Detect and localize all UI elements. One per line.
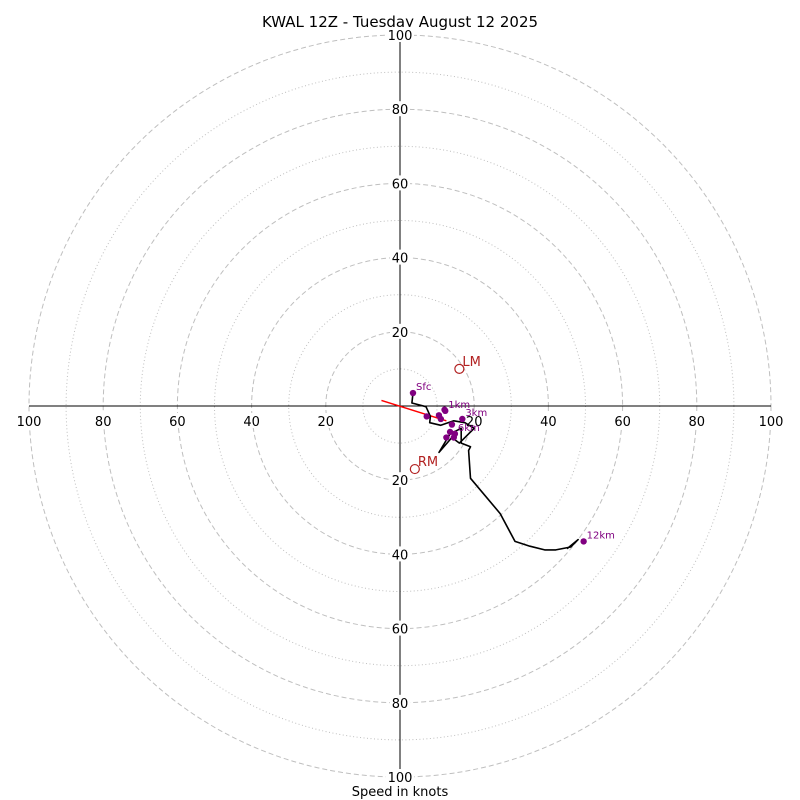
height-marker-label: 1km (448, 400, 470, 411)
tick-label-bg (386, 27, 414, 42)
height-marker-point (448, 421, 456, 428)
tick-label-south-80: 80 (392, 697, 409, 712)
tick-label-bg (390, 101, 410, 117)
tick-label-bg (167, 413, 188, 428)
height-marker-label: 3km (465, 408, 487, 419)
chart-title: KWAL 12Z - Tuesday August 12 2025 (262, 13, 538, 31)
tick-label-bg (686, 413, 707, 428)
tick-label-bg (315, 413, 336, 428)
height-marker-point (446, 428, 454, 436)
tick-label-west-20: 20 (318, 415, 335, 430)
tick-label-bg (15, 413, 43, 428)
tick-label-west-60: 60 (169, 415, 186, 430)
storm-motion-markers: LM RM (409, 355, 481, 475)
storm-motion-label: LM (462, 355, 480, 370)
tick-label-west-100: 100 (17, 415, 42, 430)
tick-label-east-100: 100 (759, 415, 784, 430)
height-marker-point (459, 415, 466, 423)
tick-label-south-100: 100 (388, 771, 413, 786)
height-marker-label: 6km (458, 423, 480, 434)
tick-label-south-60: 60 (392, 623, 409, 638)
height-marker-label: Sfc (416, 382, 431, 393)
storm-motion-marker (409, 463, 420, 475)
height-marker-point (437, 415, 445, 423)
tick-label-bg (386, 769, 414, 784)
tick-label-bg (612, 413, 633, 428)
height-marker-point (423, 413, 430, 420)
tick-label-bg (241, 413, 262, 428)
height-marker-point (443, 434, 450, 441)
storm-motion-label: RM (418, 455, 438, 470)
x-axis-label: Speed in knots (352, 785, 449, 800)
tick-label-bg (390, 472, 410, 488)
height-marker-point (580, 538, 587, 545)
height-marker-label: 12km (587, 530, 615, 541)
shear-vector (381, 399, 447, 422)
tick-label-east-60: 60 (614, 415, 631, 430)
tick-label-north-40: 40 (392, 252, 409, 267)
tick-label-north-20: 20 (392, 326, 409, 341)
tick-label-south-40: 40 (392, 548, 409, 563)
tick-label-west-40: 40 (243, 415, 260, 430)
tick-label-bg (390, 323, 410, 339)
tick-label-bg (390, 249, 410, 265)
shear-vector-line (381, 399, 447, 422)
height-marker-point (409, 389, 417, 397)
tick-label-bg (390, 175, 410, 191)
tick-label-bg (390, 694, 410, 710)
tick-label-bg (757, 413, 785, 428)
tick-label-south-20: 20 (392, 474, 409, 489)
tick-label-north-60: 60 (392, 177, 409, 192)
tick-label-east-80: 80 (689, 415, 706, 430)
tick-label-bg (390, 546, 410, 562)
height-marker-point (442, 407, 449, 415)
tick-label-north-100: 100 (388, 29, 413, 44)
tick-label-west-80: 80 (95, 415, 112, 430)
tick-label-bg (538, 413, 559, 428)
tick-label-north-80: 80 (392, 103, 409, 118)
height-marker-point (451, 430, 459, 438)
tick-label-bg (390, 620, 410, 636)
tick-label-bg (464, 413, 485, 428)
tick-label-east-40: 40 (540, 415, 557, 430)
tick-label-bg (93, 413, 114, 428)
storm-motion-marker (454, 363, 465, 374)
